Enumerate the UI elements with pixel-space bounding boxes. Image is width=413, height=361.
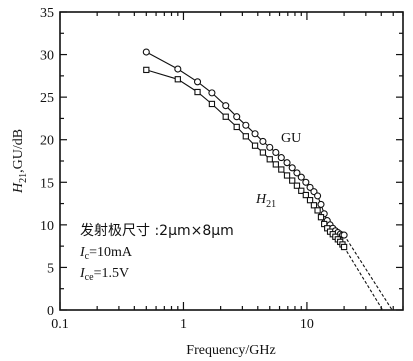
series-lines bbox=[146, 51, 393, 311]
gu-point bbox=[142, 48, 150, 56]
vce-sub: ce bbox=[85, 272, 94, 283]
ic-sub: c bbox=[85, 251, 90, 262]
y-axis-title-rest: ,GU/dB bbox=[11, 129, 26, 173]
h21-point bbox=[314, 207, 321, 214]
gu-point bbox=[302, 178, 310, 186]
h21-point bbox=[340, 243, 348, 251]
h21-point bbox=[317, 214, 325, 221]
series-markers bbox=[142, 48, 348, 251]
extrapolation-line-gu bbox=[343, 234, 393, 311]
gu-point bbox=[288, 164, 296, 172]
gu-point bbox=[283, 159, 291, 167]
h21-point bbox=[302, 191, 309, 199]
y-axis-title: H21,GU/dB bbox=[11, 129, 29, 194]
y-tick-label: 15 bbox=[40, 176, 54, 191]
h21-label-sub: 21 bbox=[266, 199, 276, 210]
h21-point bbox=[293, 182, 301, 189]
h21-point bbox=[242, 133, 249, 140]
y-tick-label: 10 bbox=[40, 219, 54, 234]
y-tick-label: 5 bbox=[47, 261, 54, 276]
h21-point bbox=[289, 177, 296, 184]
h21-point bbox=[310, 202, 318, 209]
h21-label-base: H bbox=[255, 192, 267, 207]
h21-point bbox=[306, 197, 314, 204]
gu-point bbox=[222, 102, 230, 110]
h21-point bbox=[233, 123, 240, 131]
gu-point bbox=[208, 89, 216, 97]
gu-point bbox=[306, 183, 314, 191]
gu-point bbox=[297, 173, 305, 181]
h21-point bbox=[283, 172, 291, 179]
gu-point bbox=[293, 169, 301, 177]
gu-point bbox=[251, 130, 259, 138]
h21-point bbox=[266, 156, 273, 163]
gu-point bbox=[266, 143, 274, 151]
gu-point bbox=[317, 200, 325, 208]
gu-label: GU bbox=[281, 131, 301, 146]
y-tick-label: 0 bbox=[47, 304, 54, 319]
x-axis-title: Frequency/GHz bbox=[186, 343, 275, 358]
x-tick-label: 10 bbox=[300, 317, 314, 332]
ic-annotation: Ic=10mA bbox=[79, 245, 133, 262]
gu-point bbox=[174, 65, 182, 73]
gu-point bbox=[314, 192, 322, 200]
gu-point bbox=[277, 154, 285, 162]
axis-ticks: 0 5 10 15 20 25 30 35 0.1 1 10 bbox=[40, 6, 404, 332]
gu-point bbox=[340, 231, 348, 239]
h21-label: H21 bbox=[255, 192, 276, 210]
h21-point bbox=[251, 142, 259, 149]
emitter-size-annotation: 发射极尺寸 :2μm×8μm bbox=[80, 223, 234, 239]
extrapolation-line-h21 bbox=[343, 246, 384, 311]
x-tick-label: 1 bbox=[180, 317, 187, 332]
h21-point bbox=[278, 166, 285, 173]
h21-point bbox=[259, 149, 267, 156]
x-tick-label: 0.1 bbox=[51, 317, 69, 332]
vce-rest: =1.5V bbox=[94, 266, 130, 281]
gu-point bbox=[259, 137, 267, 145]
y-axis-title-sub: 21 bbox=[18, 173, 29, 183]
y-tick-label: 20 bbox=[40, 134, 54, 149]
h21-point bbox=[208, 100, 216, 108]
series-line-h21 bbox=[146, 69, 345, 248]
y-axis-title-base: H bbox=[11, 182, 26, 194]
gu-point bbox=[242, 121, 250, 129]
y-tick-label: 30 bbox=[40, 49, 54, 64]
h21-point bbox=[194, 88, 201, 96]
y-tick-label: 35 bbox=[40, 6, 54, 21]
ic-base: I bbox=[79, 245, 86, 260]
h21-point bbox=[272, 161, 279, 168]
h21-point bbox=[298, 187, 305, 194]
h21-point bbox=[143, 66, 150, 74]
gu-point bbox=[193, 78, 202, 86]
y-tick-label: 25 bbox=[40, 91, 54, 106]
gu-point bbox=[272, 148, 280, 157]
vce-annotation: Ice=1.5V bbox=[79, 266, 129, 283]
ic-rest: =10mA bbox=[89, 245, 133, 260]
vce-base: I bbox=[79, 266, 86, 281]
gu-point bbox=[233, 113, 241, 121]
h21-point bbox=[174, 76, 181, 83]
h21-point bbox=[222, 113, 229, 120]
